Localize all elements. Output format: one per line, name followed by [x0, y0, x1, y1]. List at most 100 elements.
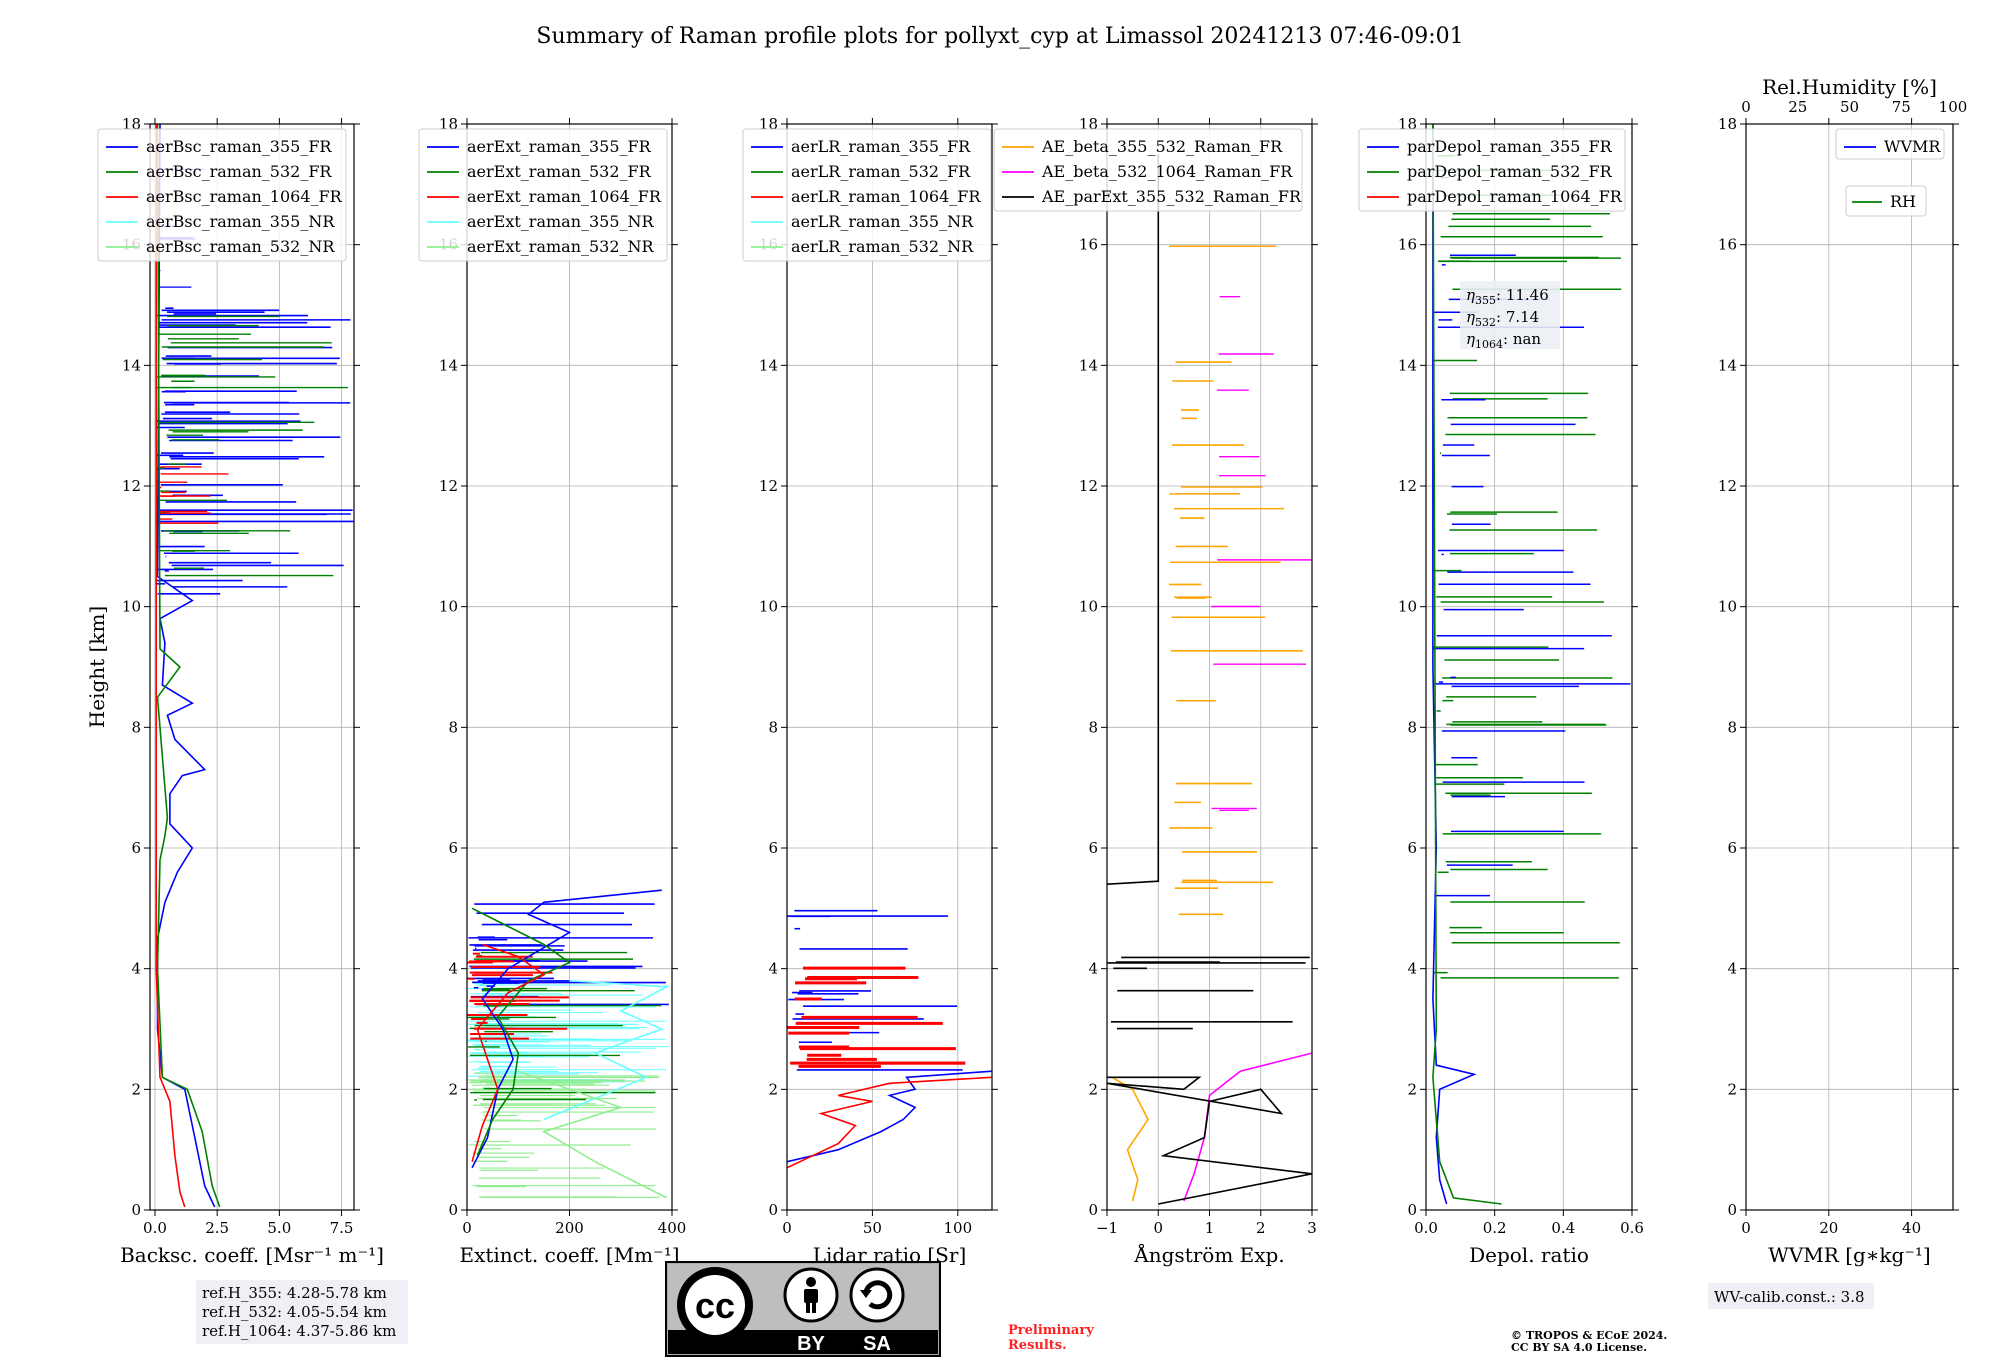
- series-AE_beta_532_1064_Raman_FR: [1183, 1052, 1312, 1202]
- ytick-label: 4: [1088, 960, 1098, 978]
- legend-label: AE_beta_355_532_Raman_FR: [1041, 137, 1283, 156]
- top-xtick-label: 75: [1892, 98, 1911, 116]
- ytick-label: 6: [1727, 839, 1737, 857]
- eta-box: [1460, 281, 1560, 349]
- ytick-label: 2: [1727, 1080, 1737, 1098]
- cc-license-badge: cc BY SA: [665, 1261, 941, 1357]
- plot-frame: [786, 123, 993, 1211]
- top-xtick-label: 25: [1788, 98, 1807, 116]
- legend-label: AE_beta_532_1064_Raman_FR: [1041, 162, 1293, 181]
- xtick-label: 0.4: [1551, 1219, 1575, 1237]
- ytick-label: 14: [759, 356, 778, 374]
- ytick-label: 10: [439, 598, 458, 616]
- legend-label: aerExt_raman_532_NR: [467, 237, 655, 256]
- legend-label: aerBsc_raman_532_NR: [146, 237, 335, 256]
- eta-symbol: η: [1466, 286, 1475, 304]
- ytick-label: 8: [1088, 718, 1098, 736]
- ytick-label: 2: [1407, 1080, 1417, 1098]
- preliminary-line-2: Results.: [1008, 1338, 1067, 1353]
- ytick-label: 8: [768, 718, 778, 736]
- ytick-label: 16: [1718, 236, 1737, 254]
- ytick-label: 6: [448, 839, 458, 857]
- eta-symbol: η: [1466, 330, 1475, 348]
- series-aerExt_raman_355_FR: [471, 889, 662, 1169]
- xtick-label: −1: [1096, 1219, 1118, 1237]
- xaxis-label: Backsc. coeff. [Msr⁻¹ m⁻¹]: [120, 1243, 384, 1267]
- plot-frame: [1425, 123, 1633, 1211]
- series-aerExt_raman_532_FR: [471, 907, 572, 1157]
- plot-area: [787, 909, 992, 1169]
- legend-label: RH: [1890, 192, 1916, 211]
- xtick-label: 0: [782, 1219, 792, 1237]
- legend-box: [993, 128, 1303, 212]
- ytick-label: 6: [1407, 839, 1417, 857]
- ytick-label: 4: [448, 960, 458, 978]
- ytick-label: 4: [1727, 960, 1737, 978]
- plot-area: [1107, 154, 1312, 1205]
- ytick-label: 0: [448, 1201, 458, 1219]
- ytick-label: 8: [448, 718, 458, 736]
- ytick-label: 18: [1718, 115, 1737, 133]
- wv-calib-box-bg: [1708, 1283, 1874, 1309]
- legend-label: aerExt_raman_1064_FR: [467, 187, 662, 206]
- legend-label: aerBsc_raman_355_FR: [146, 137, 332, 156]
- eta-line: η1064: nan: [1466, 330, 1541, 351]
- series-aerExt_raman_355_NR: [543, 979, 670, 1121]
- ytick-label: 12: [1079, 477, 1098, 495]
- series-AE_beta_355_532_Raman_FR: [1111, 1076, 1149, 1202]
- legend-label: aerLR_raman_532_FR: [791, 162, 971, 181]
- legend-label: parDepol_raman_355_FR: [1407, 137, 1613, 156]
- xtick-label: 400: [658, 1219, 687, 1237]
- legend-label: WVMR: [1884, 137, 1941, 156]
- legend-label: aerLR_raman_355_FR: [791, 137, 971, 156]
- eta-value: : 11.46: [1496, 286, 1549, 304]
- legend: parDepol_raman_355_FR parDepol_raman_532_…: [1358, 128, 1626, 212]
- legend-label: aerBsc_raman_1064_FR: [146, 187, 343, 206]
- ytick-label: 14: [122, 356, 141, 374]
- ref-height-355: ref.H_355: 4.28-5.78 km: [202, 1284, 387, 1302]
- top-xtick-label: 50: [1840, 98, 1859, 116]
- ytick-label: 0: [1727, 1201, 1737, 1219]
- ytick-label: 10: [1079, 598, 1098, 616]
- xtick-label: 0: [1153, 1219, 1163, 1237]
- ytick-label: 0: [1407, 1201, 1417, 1219]
- wv-calib-box: WV-calib.const.: 3.8: [1708, 1283, 1874, 1309]
- xtick-label: 0.6: [1620, 1219, 1644, 1237]
- by-person-icon: [783, 1267, 839, 1323]
- ref-height-532: ref.H_532: 4.05-5.54 km: [202, 1303, 387, 1321]
- eta-subscript: 532: [1475, 316, 1496, 329]
- plot-frame: [149, 123, 355, 1211]
- series-aerExt_raman_532_NR: [518, 1070, 668, 1199]
- eta-subscript: 1064: [1475, 338, 1503, 351]
- xtick-label: 50: [863, 1219, 882, 1237]
- series-aerLR_raman_1064_FR: [787, 1076, 992, 1169]
- series-aerBsc_raman_532_FR: [156, 124, 221, 1208]
- xtick-label: 0.0: [1414, 1219, 1438, 1237]
- legend-label: parDepol_raman_1064_FR: [1407, 187, 1623, 206]
- xtick-label: 20: [1819, 1219, 1838, 1237]
- legend-box: [1358, 128, 1626, 212]
- ytick-label: 8: [1727, 718, 1737, 736]
- yaxis-label: Height [km]: [85, 606, 109, 728]
- ytick-label: 12: [759, 477, 778, 495]
- ref-height-box: ref.H_355: 4.28-5.78 km ref.H_532: 4.05-…: [196, 1280, 408, 1344]
- series-aerBsc_raman_1064_FR: [155, 124, 186, 1208]
- ytick-label: 2: [131, 1080, 141, 1098]
- panel-ext: 0246810121416180200400Extinct. coeff. [M…: [418, 115, 687, 1267]
- xtick-label: 2.5: [205, 1219, 229, 1237]
- legend-rh: RH: [1845, 185, 1927, 217]
- cc-by-label: BY: [797, 1333, 825, 1355]
- xtick-label: 0.0: [143, 1219, 167, 1237]
- series-aerBsc_raman_355_FR: [156, 124, 216, 1208]
- ytick-label: 12: [1398, 477, 1417, 495]
- eta-line: η355: 11.46: [1466, 286, 1549, 307]
- panel-lr: 024681012141618050100Lidar ratio [Sr]aer…: [742, 115, 998, 1267]
- legend: AE_beta_355_532_Raman_FR AE_beta_532_1064…: [993, 128, 1303, 212]
- legend-label: aerExt_raman_355_NR: [467, 212, 655, 231]
- ytick-label: 14: [1398, 356, 1417, 374]
- preliminary-line-1: Preliminary: [1008, 1323, 1094, 1338]
